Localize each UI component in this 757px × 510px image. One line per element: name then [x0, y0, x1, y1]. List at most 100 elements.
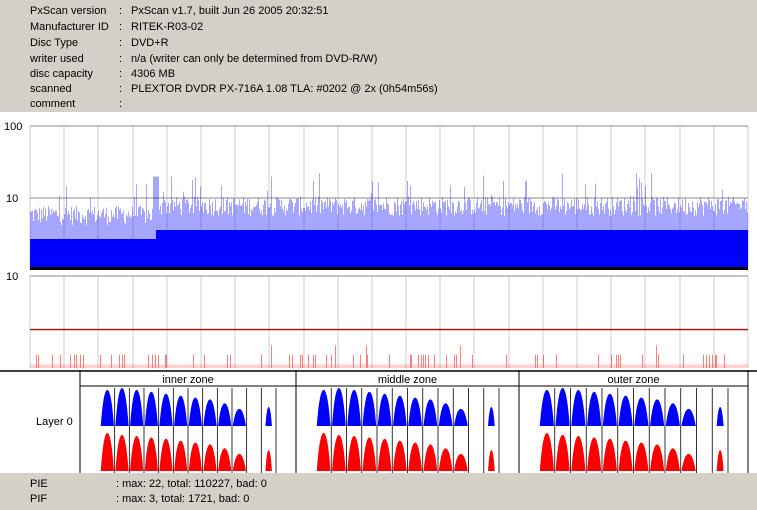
info-separator: : [119, 98, 123, 110]
summary-key: PIE [30, 478, 48, 490]
scan-graph-svg: 100 10 10 inner zone middle zone outer zone… [0, 121, 757, 473]
info-value: DVD+R [131, 37, 169, 49]
pie-zone-bump [650, 399, 665, 426]
pif-zone-bump [438, 448, 453, 471]
info-value: RITEK-R03-02 [131, 21, 204, 33]
pie-zone-bump [618, 395, 633, 426]
pif-zone-bump [602, 438, 617, 471]
pie-zone-bump [393, 395, 407, 426]
info-separator: : [119, 68, 123, 80]
pie-zone-bump [539, 389, 554, 426]
pif-zone-bump [377, 438, 392, 471]
pie-zone-bump [144, 391, 158, 426]
zone-map-panel: inner zone middle zone outer zone Layer 0 [0, 370, 757, 473]
pif-bars [30, 345, 748, 368]
summary-key: PIF [30, 493, 48, 505]
pif-zone-bump [634, 442, 649, 471]
pie-zone-bump [218, 403, 232, 426]
summary-value: : max: 22, total: 110227, bad: 0 [116, 478, 267, 490]
pif-zone-bump [423, 444, 438, 471]
pie-zone-bump [347, 389, 361, 426]
pif-zone-bump [587, 437, 602, 471]
pie-zone-bump [174, 395, 188, 426]
pif-zone-bump [218, 448, 232, 471]
pif-zone-bump [265, 450, 272, 471]
pie-zone-bump [438, 403, 453, 426]
info-value: PxScan v1.7, built Jun 26 2005 20:32:51 [131, 5, 329, 17]
pie-zone-bump [665, 403, 680, 426]
pie-bars [30, 173, 748, 270]
info-separator: : [119, 21, 123, 33]
pie-zone-bump [332, 388, 346, 426]
info-value: 4306 MB [131, 68, 176, 80]
pif-zone-bump [650, 444, 665, 471]
layer-label: Layer 0 [36, 416, 73, 428]
pie-zone-bump [681, 408, 696, 426]
pif-tick-label: 10 [6, 271, 18, 283]
zone-label: outer zone [608, 374, 660, 386]
pie-zone-bump [232, 408, 246, 426]
pif-zone-bump [144, 437, 158, 471]
summary-row-pie: PIE : max: 22, total: 110227, bad: 0 [0, 477, 757, 492]
zone-label: middle zone [378, 374, 437, 386]
info-separator: : [119, 53, 123, 65]
info-row-manufacturer: Manufacturer ID : RITEK-R03-02 [0, 19, 757, 35]
info-key: scanned [30, 83, 72, 95]
zone-bumps [100, 388, 724, 471]
pif-ticks: 10 [6, 271, 18, 283]
pif-zone-bump [555, 434, 570, 471]
pif-zone-bump [665, 448, 680, 471]
pie-zone-bump [571, 389, 586, 426]
pie-zone-bump [316, 389, 331, 426]
pif-zone-bump [716, 450, 724, 471]
pif-zone-bump [362, 437, 377, 471]
pie-zone-bump [423, 399, 438, 426]
pie-ticks: 100 10 [4, 121, 22, 205]
pie-zone-bump [377, 393, 392, 426]
info-row-scanned: scanned : PLEXTOR DVDR PX-716A 1.08 TLA:… [0, 81, 757, 97]
pif-zone-bump [408, 442, 422, 471]
pie-chart-panel: 100 10 [4, 121, 749, 270]
pie-zone-bump [408, 397, 422, 426]
info-row-disc-type: Disc Type : DVD+R [0, 35, 757, 51]
pie-zone-bump [100, 389, 114, 426]
pif-zone-bump [159, 438, 173, 471]
info-key: Disc Type [30, 37, 79, 49]
pie-zone-bump [115, 388, 129, 426]
info-row-comment: comment : [0, 96, 757, 112]
scan-graph-area: 100 10 10 inner zone middle zone outer zone… [0, 112, 757, 473]
info-key: writer used [30, 53, 84, 65]
pif-zone-bump [316, 433, 331, 471]
pie-zone-bump [555, 388, 570, 426]
pif-zone-bump [332, 434, 346, 471]
zone-labels: inner zone middle zone outer zone Layer 0 [36, 374, 659, 428]
info-key: comment [30, 98, 76, 110]
pie-zone-bump [159, 393, 173, 426]
pif-zone-bump [188, 442, 202, 471]
pie-baseline [30, 267, 748, 270]
pif-grid [29, 275, 749, 368]
summary-value: : max: 3, total: 1721, bad: 0 [116, 493, 250, 505]
pif-zone-bump [130, 436, 144, 471]
pif-chart-panel: 10 [6, 271, 749, 368]
info-key: PxScan version [30, 5, 107, 17]
scan-summary-footer: PIE : max: 22, total: 110227, bad: 0 PIF… [0, 473, 757, 510]
pie-zone-bump [716, 407, 724, 426]
pie-tick-label: 10 [6, 193, 18, 205]
pie-zone-bump [454, 408, 468, 426]
pif-zone-bump [347, 436, 361, 471]
pie-zone-bump [488, 407, 495, 426]
pif-zone-bump [571, 436, 586, 471]
info-value: PLEXTOR DVDR PX-716A 1.08 TLA: #0202 @ 2… [131, 83, 438, 95]
pie-zone-bump [634, 397, 649, 426]
pif-zone-bump [115, 434, 129, 471]
pie-zone-bump [602, 393, 617, 426]
pie-zone-bump [265, 407, 272, 426]
info-row-writer: writer used : n/a (writer can only be de… [0, 51, 757, 67]
info-key: disc capacity [30, 68, 93, 80]
info-key: Manufacturer ID [30, 21, 109, 33]
scan-info-header: PxScan version : PxScan v1.7, built Jun … [0, 0, 757, 112]
summary-row-pif: PIF : max: 3, total: 1721, bad: 0 [0, 492, 757, 507]
pif-zone-bump [539, 433, 554, 471]
pif-zone-bump [393, 440, 407, 471]
